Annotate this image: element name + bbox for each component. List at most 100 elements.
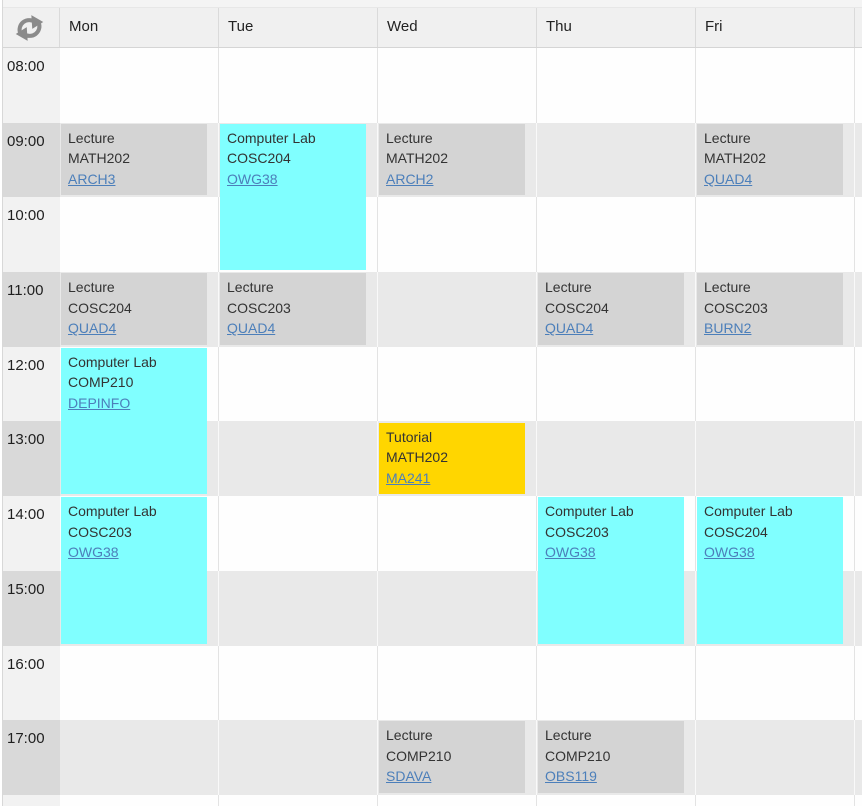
event-lecture-math202-wed[interactable]: Lecture MATH202 ARCH2 — [379, 123, 525, 196]
slot-clipped — [855, 346, 862, 422]
event-room-link[interactable]: ARCH2 — [386, 170, 434, 187]
event-room-link[interactable]: QUAD4 — [227, 320, 276, 337]
slot-wed — [378, 346, 537, 422]
slot-tue — [219, 48, 378, 123]
event-lecture-cosc203-fri[interactable]: Lecture COSC203 BURN2 — [697, 273, 843, 345]
event-type: Computer Lab — [68, 353, 157, 370]
slot-tue — [219, 496, 378, 571]
refresh-button[interactable] — [0, 8, 60, 47]
slot-fri — [696, 48, 855, 123]
slot-tue — [219, 720, 378, 795]
slot-clipped — [855, 272, 862, 347]
event-lecture-comp210-wed[interactable]: Lecture COMP210 SDAVA — [379, 721, 525, 793]
refresh-icon — [13, 14, 44, 42]
event-type: Lecture — [386, 727, 433, 744]
time-label: 17:00 — [0, 720, 60, 795]
event-lecture-math202-fri[interactable]: Lecture MATH202 QUAD4 — [697, 123, 843, 196]
slot-mon — [60, 794, 219, 806]
event-room-link[interactable]: SDAVA — [386, 768, 432, 785]
slot-fri — [696, 197, 855, 273]
slot-fri — [696, 720, 855, 795]
event-lecture-cosc204-mon[interactable]: Lecture COSC204 QUAD4 — [61, 273, 207, 345]
event-lab-cosc204-tue[interactable]: Computer Lab COSC204 OWG38 — [220, 123, 366, 271]
day-header-wed: Wed — [378, 8, 537, 47]
event-room-link[interactable]: QUAD4 — [704, 170, 753, 187]
slot-wed — [378, 272, 537, 347]
event-room-link[interactable]: OBS119 — [545, 768, 597, 785]
event-type: Lecture — [68, 279, 115, 296]
time-label — [0, 794, 60, 806]
slot-tue — [219, 570, 378, 646]
event-room-link[interactable]: BURN2 — [704, 320, 752, 337]
event-course: COMP210 — [68, 374, 134, 391]
slot-wed — [378, 794, 537, 806]
slot-clipped — [855, 421, 862, 497]
event-course: COMP210 — [386, 747, 452, 764]
time-label: 15:00 — [0, 570, 60, 646]
slot-thu — [537, 794, 696, 806]
slot-clipped — [855, 794, 862, 806]
time-row-1700: 17:00 — [0, 720, 862, 795]
left-edge — [0, 0, 2, 806]
day-header-clipped — [855, 8, 862, 47]
event-room-link[interactable]: DEPINFO — [68, 394, 131, 411]
event-type: Tutorial — [386, 428, 433, 445]
time-label: 13:00 — [0, 421, 60, 497]
slot-clipped — [855, 720, 862, 795]
event-room-link[interactable]: QUAD4 — [68, 320, 117, 337]
time-label: 08:00 — [0, 48, 60, 123]
time-label: 12:00 — [0, 346, 60, 422]
left-border-line — [2, 0, 3, 806]
time-label: 10:00 — [0, 197, 60, 273]
time-label: 16:00 — [0, 645, 60, 721]
event-course: COMP210 — [545, 747, 611, 764]
event-lecture-cosc204-thu[interactable]: Lecture COSC204 QUAD4 — [538, 273, 684, 345]
event-type: Lecture — [68, 129, 115, 146]
event-type: Lecture — [386, 129, 433, 146]
slot-thu — [537, 197, 696, 273]
day-header-fri: Fri — [696, 8, 855, 47]
top-strip — [0, 0, 862, 8]
event-tutorial-math202-wed[interactable]: Tutorial MATH202 MA241 — [379, 422, 525, 495]
event-type: Lecture — [704, 129, 751, 146]
slot-fri — [696, 645, 855, 721]
slot-thu — [537, 645, 696, 721]
slot-wed — [378, 645, 537, 721]
slot-wed — [378, 496, 537, 571]
event-type: Lecture — [545, 727, 592, 744]
time-label: 09:00 — [0, 122, 60, 198]
event-type: Computer Lab — [704, 503, 793, 520]
slot-tue — [219, 421, 378, 497]
event-course: COSC204 — [68, 299, 132, 316]
event-lab-cosc203-mon[interactable]: Computer Lab COSC203 OWG38 — [61, 497, 207, 644]
event-type: Lecture — [227, 279, 274, 296]
event-lecture-math202-mon[interactable]: Lecture MATH202 ARCH3 — [61, 123, 207, 196]
slot-clipped — [855, 197, 862, 273]
event-room-link[interactable]: MA241 — [386, 469, 431, 486]
event-lab-cosc204-fri[interactable]: Computer Lab COSC204 OWG38 — [697, 497, 843, 644]
event-course: COSC204 — [545, 299, 609, 316]
event-room-link[interactable]: OWG38 — [227, 170, 278, 187]
time-row-clipped — [0, 794, 862, 806]
event-type: Lecture — [545, 279, 592, 296]
slot-fri — [696, 346, 855, 422]
day-header-tue: Tue — [219, 8, 378, 47]
event-room-link[interactable]: OWG38 — [68, 544, 119, 561]
event-lecture-comp210-thu[interactable]: Lecture COMP210 OBS119 — [538, 721, 684, 793]
day-header-mon: Mon — [60, 8, 219, 47]
slot-clipped — [855, 570, 862, 646]
calendar-header: Mon Tue Wed Thu Fri — [0, 8, 862, 48]
event-room-link[interactable]: QUAD4 — [545, 320, 594, 337]
event-type: Computer Lab — [68, 503, 157, 520]
event-room-link[interactable]: OWG38 — [545, 544, 596, 561]
event-room-link[interactable]: ARCH3 — [68, 170, 116, 187]
event-lecture-cosc203-tue[interactable]: Lecture COSC203 QUAD4 — [220, 273, 366, 345]
slot-fri — [696, 421, 855, 497]
slot-clipped — [855, 48, 862, 123]
event-lab-comp210-mon[interactable]: Computer Lab COMP210 DEPINFO — [61, 347, 207, 495]
event-course: MATH202 — [704, 150, 766, 167]
day-header-thu: Thu — [537, 8, 696, 47]
slot-clipped — [855, 122, 862, 198]
event-room-link[interactable]: OWG38 — [704, 544, 755, 561]
event-lab-cosc203-thu[interactable]: Computer Lab COSC203 OWG38 — [538, 497, 684, 644]
